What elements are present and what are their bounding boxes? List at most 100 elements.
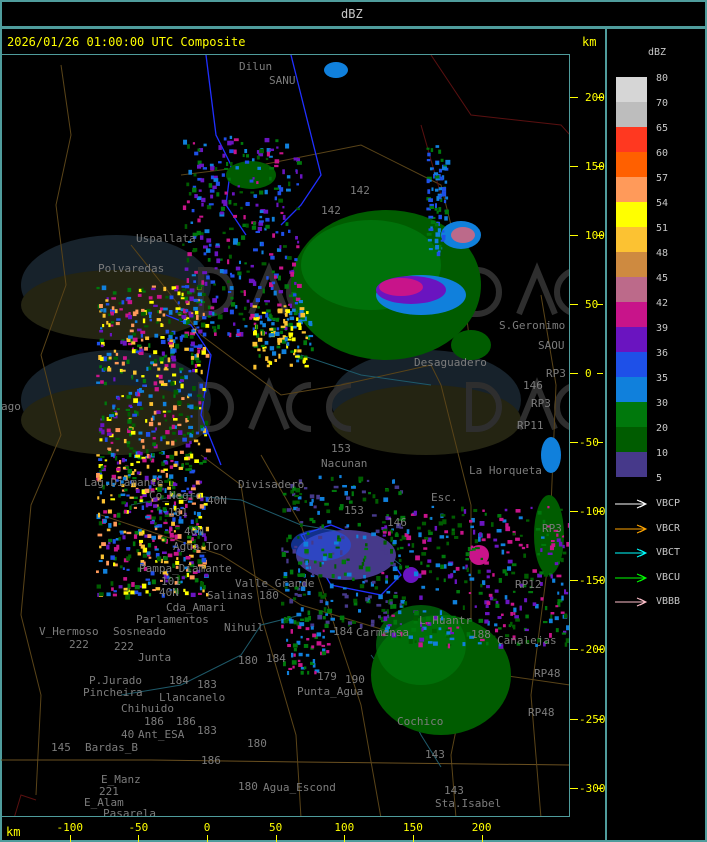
echo-pixel [146,464,150,469]
echo-pixel [311,573,314,577]
echo-pixel [490,522,494,527]
echo-pixel [146,551,151,555]
echo-pixel [494,589,499,593]
echo-pixel [474,605,477,608]
echo-pixel [222,153,226,158]
echo-pixel [288,332,293,337]
echo-pixel [134,590,139,595]
echo-pixel [130,590,136,595]
echo-pixel [206,204,212,210]
echo-pixel [340,550,343,556]
echo-pixel [137,552,142,556]
echo-pixel [106,528,111,532]
radar-map[interactable]: Dilun SANU 142 142 Uspallata Polvaredas S.Gero… [0,54,570,817]
echo-pixel [443,578,446,583]
echo-pixel [390,536,394,542]
echo-pixel [161,461,165,467]
echo-pixel [310,626,314,630]
place-label: Co_Negro [149,489,202,502]
echo-pixel [326,650,330,654]
echo-pixel [169,588,173,591]
echo-pixel [155,321,159,324]
echo-pixel [165,579,168,583]
legend-swatch [616,252,647,277]
radar-arrow-icon [615,597,648,607]
echo-pixel [426,178,430,184]
echo-pixel [558,541,563,547]
echo-pixel [167,575,170,579]
echo-pixel [457,523,462,528]
echo-pixel [214,251,219,257]
echo-pixel [286,670,290,676]
echo-pixel [300,618,305,621]
echo-pixel [556,538,561,542]
echo-pixel [286,537,289,543]
echo-pixel [144,346,148,351]
echo-pixel [550,574,553,579]
echo-pixel [325,601,329,606]
place-label: Chihuido [121,702,174,715]
echo-pixel [318,535,323,540]
echo-pixel [290,483,295,489]
echo-pixel [191,430,194,435]
echo-pixel [133,469,137,472]
echo-pixel [230,161,233,166]
echo-pixel [180,506,184,510]
echo-pixel [181,463,185,469]
echo-pixel [363,575,366,579]
echo-pixel [193,345,199,348]
legend-swatch [616,352,647,377]
echo-pixel [441,616,444,621]
echo-pixel [532,569,537,573]
echo-pixel [271,216,275,222]
y-axis-tick-mark [570,649,578,651]
echo-pixel [436,196,440,201]
echo-pixel [405,565,410,569]
echo-pixel [271,281,276,285]
echo-pixel [241,235,246,240]
echo-pixel [286,343,289,349]
echo-pixel [97,533,103,537]
echo-pixel [337,537,342,542]
echo-pixel [423,513,428,518]
echo-pixel [333,485,339,489]
echo-pixel [228,254,232,259]
echo-pixel [287,644,291,648]
echo-pixel [303,666,307,670]
echo-pixel [374,586,379,590]
x-axis-tick-mark [138,835,140,842]
echo-pixel [312,658,316,664]
echo-pixel [199,585,202,591]
echo-pixel [149,314,152,319]
echo-pixel [200,369,203,375]
echo-pixel [126,443,130,448]
echo-pixel [200,322,206,328]
echo-pixel [497,616,502,619]
echo-pixel [242,153,245,158]
echo-pixel [151,535,156,540]
echo-pixel [299,622,305,627]
echo-pixel [181,490,187,493]
echo-pixel [148,355,152,358]
echo-pixel [385,575,389,579]
echo-pixel [198,299,203,303]
echo-pixel [140,559,145,564]
echo-pixel [296,158,301,163]
echo-pixel [561,632,566,635]
echo-pixel [297,240,300,244]
echo-pixel [413,510,417,516]
echo-pixel [240,206,243,210]
place-label: 180 [247,737,267,750]
echo-pixel [435,563,441,568]
echo-pixel [127,411,131,417]
place-label: S.Geronimo [499,319,566,332]
echo-pixel [130,482,136,488]
echo-pixel [445,634,449,637]
echo-cell [451,227,475,243]
echo-pixel [259,215,263,219]
echo-pixel [283,550,289,553]
echo-pixel [139,346,143,349]
echo-pixel [411,543,415,548]
echo-pixel [173,589,179,594]
echo-pixel [179,367,184,371]
